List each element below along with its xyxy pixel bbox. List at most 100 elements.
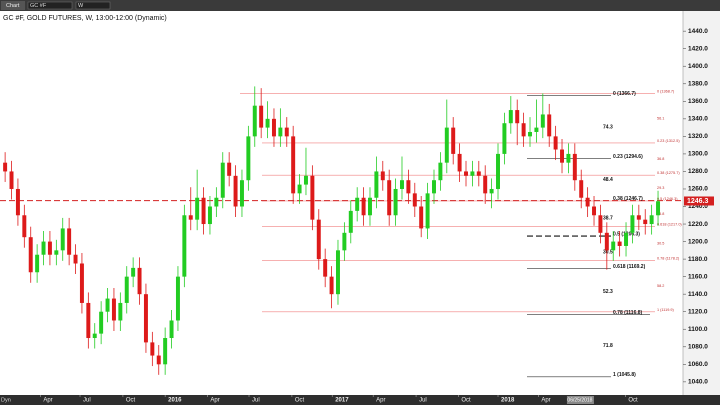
cursor-date-box: [566, 396, 594, 404]
candle-body: [118, 302, 123, 321]
candle-body: [271, 118, 276, 137]
candle-body: [150, 342, 155, 356]
candle-body: [412, 193, 417, 207]
candle-body: [284, 127, 289, 137]
candle-body: [79, 263, 84, 303]
candle-body: [579, 180, 584, 198]
candle-body: [566, 153, 571, 163]
candle-body: [9, 171, 14, 189]
candle-body: [15, 188, 20, 216]
candle-body: [310, 175, 315, 220]
candle-body: [124, 276, 129, 303]
candle-body: [604, 232, 609, 251]
candle-body: [73, 254, 78, 264]
y-tick-label: 1360.0: [688, 98, 708, 105]
candle-body: [54, 250, 59, 255]
candle-body: [649, 215, 654, 225]
candle-body: [508, 110, 513, 124]
fib-gap: 30.5: [603, 250, 613, 256]
x-tick-label: Jul: [252, 398, 260, 404]
candle-body: [265, 118, 270, 128]
fib-label: 0.5 (1246.3): [657, 197, 678, 201]
candle-body: [406, 180, 411, 194]
candle-body: [483, 175, 488, 194]
y-tick-label: 1340.0: [688, 116, 708, 123]
fib-label: 1 (1119.9): [657, 308, 674, 312]
candle-body: [111, 298, 116, 321]
x-tick-label: Oct: [628, 398, 638, 404]
fib-gap: 36.8: [657, 157, 664, 161]
y-tick-label: 1380.0: [688, 80, 708, 87]
candle-body: [239, 180, 244, 207]
fib-label: 0.78 (1116.8): [613, 310, 643, 316]
fib-gap: 30.5: [657, 242, 664, 246]
candle-body: [419, 206, 424, 229]
fib-label: 0.38 (1275.7): [657, 171, 680, 175]
candle-body: [195, 197, 200, 220]
fib-label: 0.38 (1246.7): [613, 196, 643, 202]
fib-label: 0.23 (1294.6): [613, 154, 643, 160]
fib-label: 0 (1368.7): [657, 90, 675, 94]
toolbar: [0, 0, 720, 11]
candle-body: [297, 184, 302, 194]
candle-body: [451, 127, 456, 154]
y-tick-label: 1080.0: [688, 343, 708, 350]
candle-body: [534, 127, 539, 132]
candle-body: [278, 127, 283, 137]
candle-body: [143, 294, 148, 343]
candle-body: [105, 298, 110, 312]
x-tick-label: Apr: [210, 398, 219, 404]
candle-body: [592, 206, 597, 216]
candle-body: [175, 276, 180, 321]
candle-body: [188, 215, 193, 220]
candle-body: [329, 276, 334, 295]
fib-gap: 71.8: [603, 343, 613, 349]
x-tick-label: 2016: [168, 398, 182, 404]
candle-body: [323, 259, 328, 277]
chart-tab[interactable]: [1, 1, 25, 10]
candle-body: [207, 206, 212, 225]
fib-gap: 25.8: [657, 212, 664, 216]
candle-body: [572, 153, 577, 181]
fib-gap: 38.7: [603, 216, 613, 222]
candle-body: [425, 193, 430, 229]
y-tick-label: 1040.0: [688, 379, 708, 386]
candle-body: [201, 197, 206, 225]
candle-body: [624, 232, 629, 246]
y-tick-label: 1320.0: [688, 133, 708, 140]
candle-body: [617, 241, 622, 246]
candle-body: [656, 201, 661, 216]
candle-body: [553, 136, 558, 150]
candle-body: [547, 114, 552, 137]
y-tick-label: 1180.0: [688, 256, 708, 263]
y-tick-label: 1260.0: [688, 186, 708, 193]
candle-body: [316, 219, 321, 260]
interval-input[interactable]: [75, 1, 111, 10]
candle-body: [393, 188, 398, 216]
y-tick-label: 1120.0: [688, 308, 708, 315]
candle-body: [163, 338, 168, 365]
candle-body: [489, 188, 494, 194]
corner-label: Dyn: [1, 397, 11, 403]
x-tick-label: Apr: [541, 398, 550, 404]
candle-body: [630, 215, 635, 233]
y-tick-label: 1400.0: [688, 63, 708, 70]
symbol-input[interactable]: [27, 1, 73, 10]
candle-body: [502, 123, 507, 154]
candle-body: [470, 171, 475, 176]
candle-body: [92, 333, 97, 339]
candle-body: [227, 162, 232, 176]
x-tick-label: Jul: [83, 398, 91, 404]
candle-body: [521, 123, 526, 137]
candle-body: [476, 171, 481, 176]
candle-body: [457, 153, 462, 172]
candle-body: [131, 267, 136, 277]
y-tick-label: 1100.0: [688, 326, 708, 333]
fib-label: 0.618 (1169.2): [613, 264, 646, 270]
last-price-box: [684, 196, 714, 206]
x-tick-label: Jul: [419, 398, 427, 404]
fib-gap: 48.4: [603, 177, 613, 183]
y-tick-label: 1420.0: [688, 45, 708, 52]
y-tick-label: 1140.0: [688, 291, 708, 298]
x-tick-label: 2018: [501, 398, 515, 404]
